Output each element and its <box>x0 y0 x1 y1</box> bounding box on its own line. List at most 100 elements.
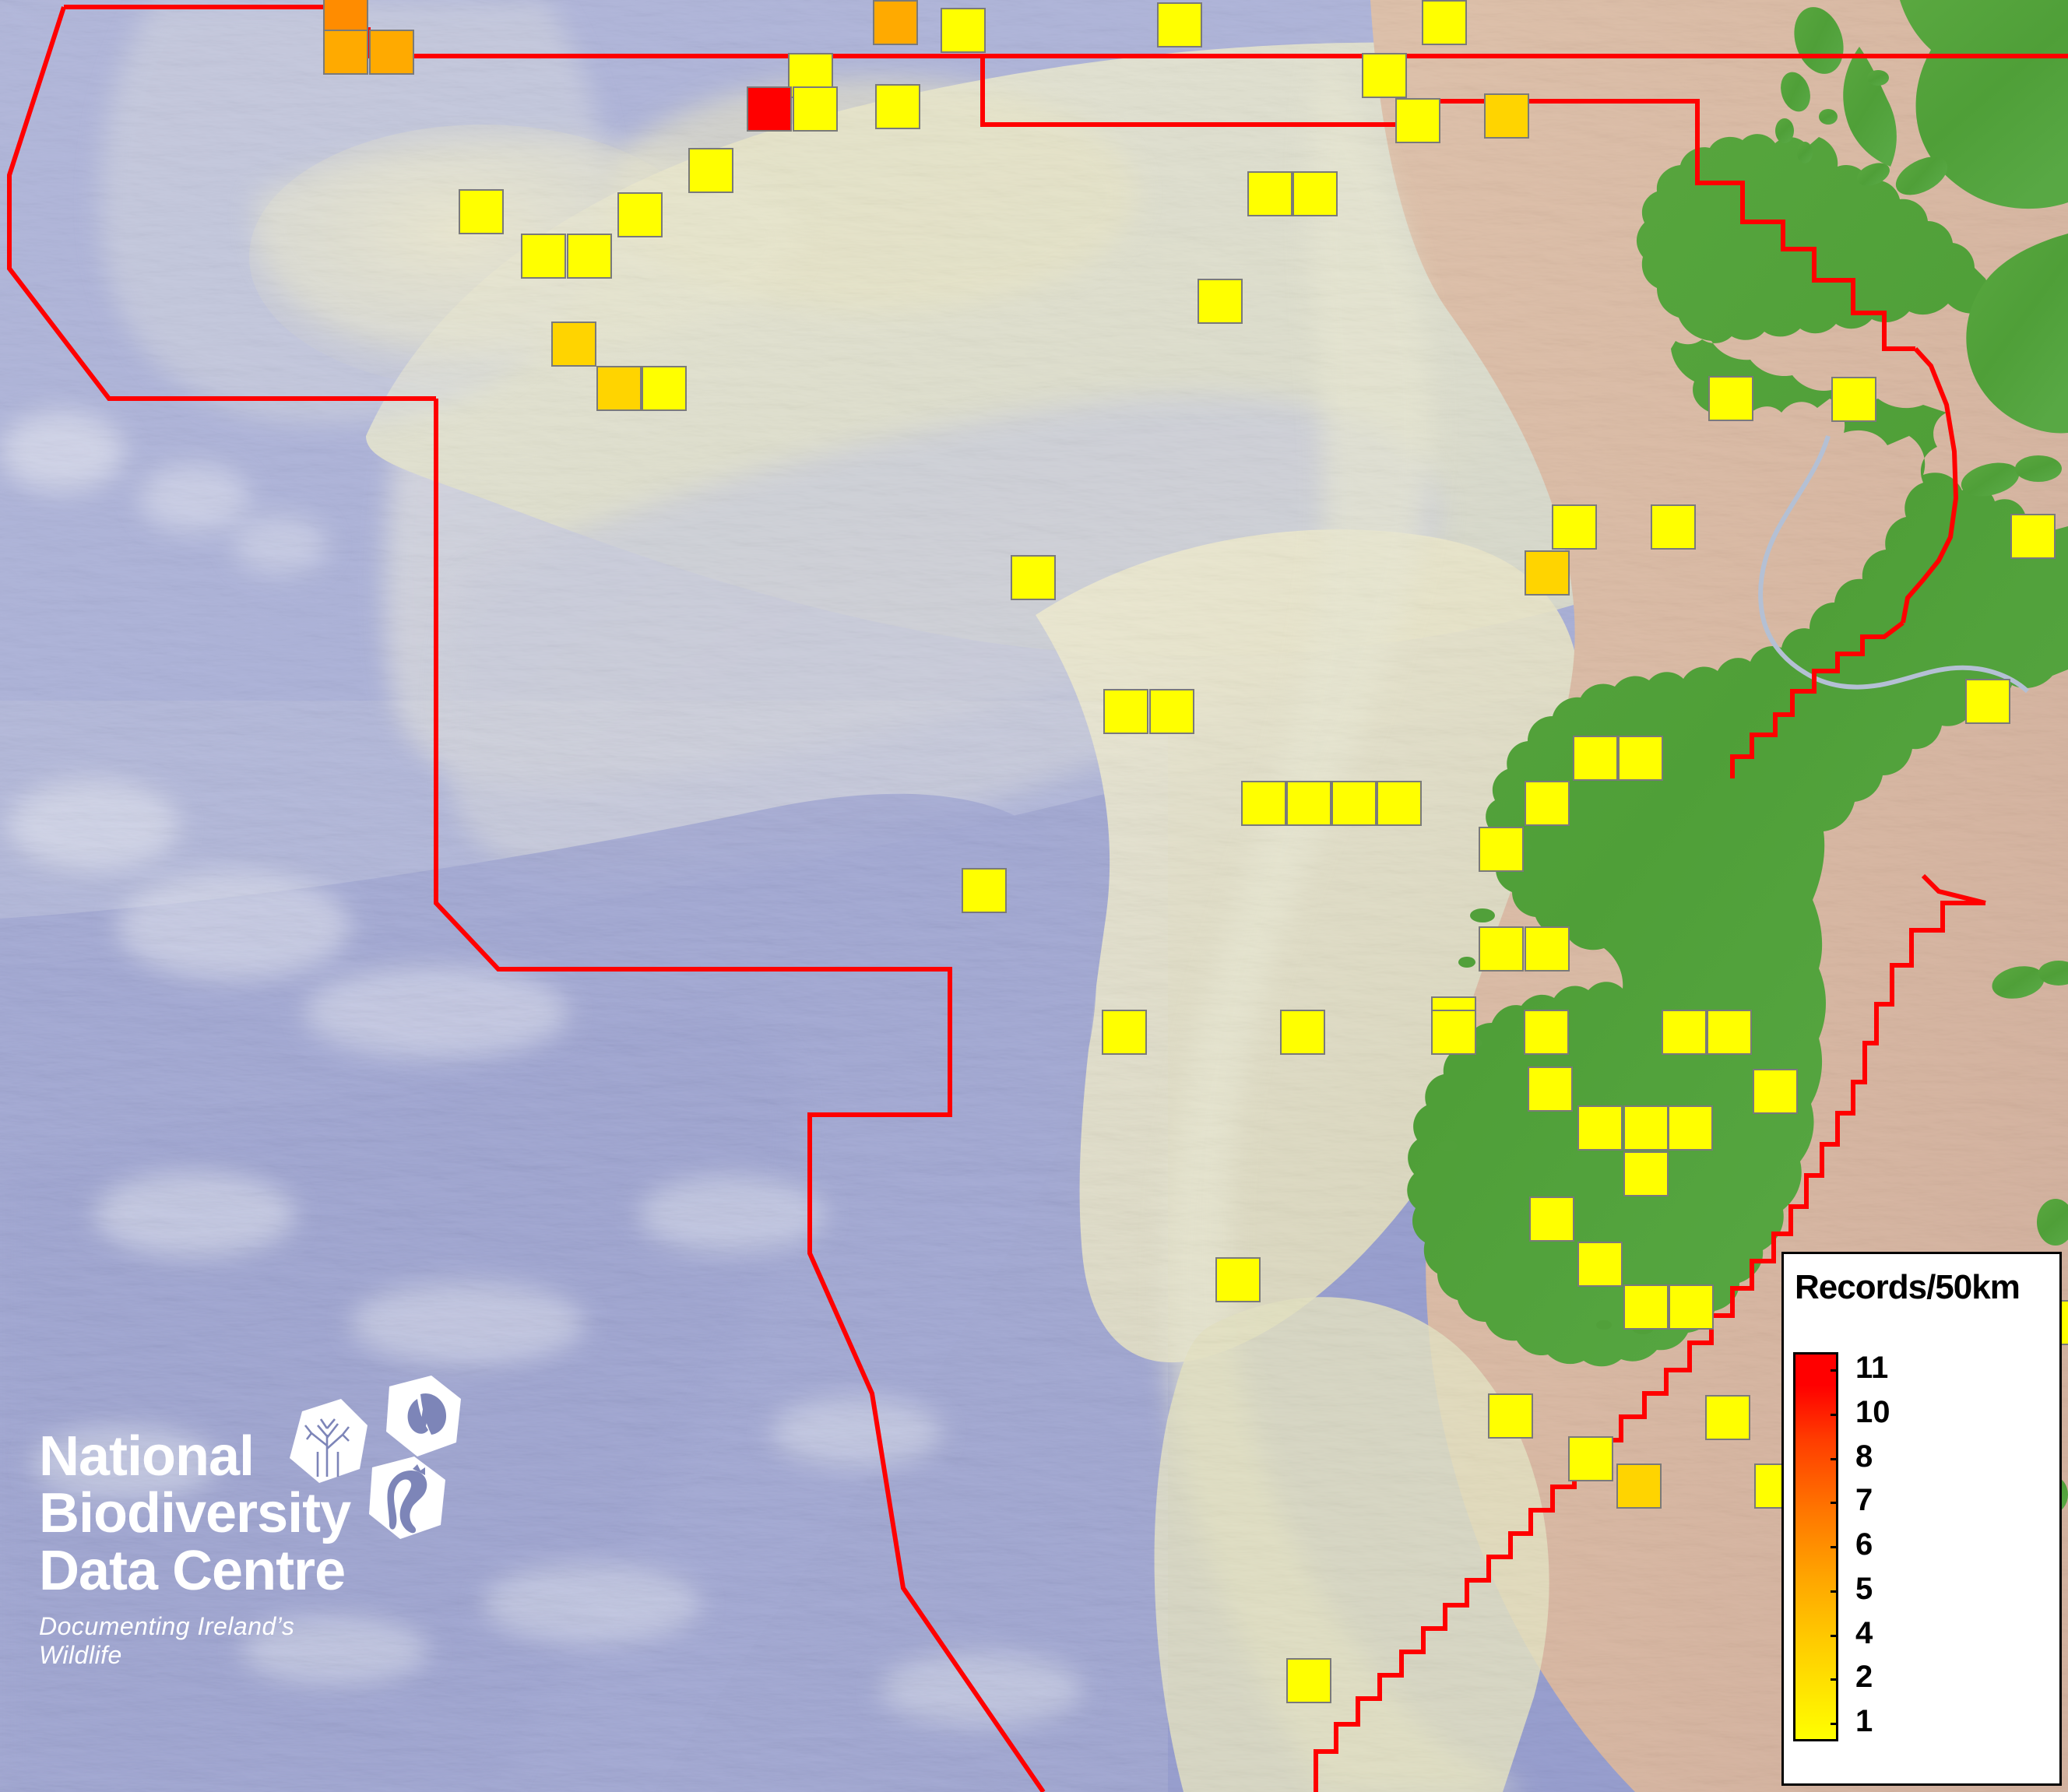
legend-tick <box>1831 1590 1838 1593</box>
record-cell <box>567 234 612 279</box>
record-cell <box>1528 1066 1573 1112</box>
record-cell <box>1247 171 1292 216</box>
eez-boundary-northeast <box>1901 346 1959 624</box>
legend-tick <box>1831 1634 1838 1637</box>
record-cell <box>1623 1151 1669 1196</box>
scotland-landmass <box>1775 0 2068 1513</box>
eez-boundary-ireland-east <box>1314 901 1985 1792</box>
record-cell <box>1707 1010 1752 1055</box>
legend-tick <box>1831 1369 1838 1372</box>
record-cell <box>1651 504 1696 550</box>
record-cell <box>1149 689 1194 734</box>
plant-branches-icon <box>304 1418 350 1477</box>
record-cell <box>551 322 596 367</box>
records-legend: Records/50km 11 10 8 7 6 5 4 2 1 <box>1781 1252 2062 1786</box>
legend-label: 5 <box>1855 1571 1873 1606</box>
butterfly-body-icon <box>407 1393 447 1435</box>
eez-boundary-north <box>980 56 1915 351</box>
record-cell <box>1525 781 1570 826</box>
legend-labels: 11 10 8 7 6 5 4 2 1 <box>1851 1352 2045 1741</box>
record-cell <box>323 30 368 75</box>
legend-tick <box>1831 1413 1838 1416</box>
legend-label: 6 <box>1855 1527 1873 1562</box>
logo-text: National Biodiversity Data Centre Docume… <box>39 1425 351 1670</box>
eez-boundary-ireland-northeast <box>1921 873 1986 905</box>
record-cell <box>1573 736 1618 781</box>
legend-label: 2 <box>1855 1660 1873 1695</box>
record-cell <box>1705 1395 1750 1440</box>
record-cell <box>747 86 792 132</box>
legend-label: 4 <box>1855 1615 1873 1650</box>
record-cell <box>688 148 733 193</box>
record-cell <box>1525 550 1570 596</box>
record-cell <box>1479 827 1524 872</box>
record-cell <box>1215 1257 1261 1302</box>
logo-line-3: Data Centre <box>39 1539 346 1602</box>
record-cell <box>875 84 920 129</box>
eez-boundary-southeast <box>1730 620 1904 778</box>
record-cell <box>1623 1284 1669 1330</box>
record-cell <box>1431 1010 1476 1055</box>
record-cell <box>1568 1436 1613 1481</box>
legend-label: 1 <box>1855 1704 1873 1738</box>
legend-label: 10 <box>1855 1394 1890 1429</box>
record-cell <box>369 30 414 75</box>
legend-ticks <box>1793 1352 1838 1741</box>
record-cell <box>1103 689 1148 734</box>
record-cell <box>1552 504 1597 550</box>
record-cell <box>1488 1393 1533 1439</box>
record-cell <box>1331 781 1377 826</box>
record-cell <box>1529 1196 1574 1242</box>
record-cell <box>521 234 566 279</box>
record-cell <box>1669 1284 1714 1330</box>
record-cell <box>1662 1010 1707 1055</box>
nbdc-logo: National Biodiversity Data Centre Docume… <box>39 1366 475 1755</box>
record-cell <box>1524 1010 1569 1055</box>
record-cell <box>1292 171 1338 216</box>
record-cell <box>459 189 504 234</box>
legend-tick <box>1831 1457 1838 1460</box>
plant-hex-icon <box>290 1399 368 1483</box>
record-cell <box>1422 0 1467 45</box>
record-cell <box>962 868 1007 913</box>
record-cell <box>1965 679 2010 724</box>
legend-label: 8 <box>1855 1439 1873 1474</box>
logo-tagline: Documenting Ireland’s Wildlife <box>39 1612 295 1670</box>
eez-boundary-northwest-diag <box>7 6 436 401</box>
record-cell <box>642 366 687 411</box>
record-cell <box>1280 1010 1325 1055</box>
record-cell <box>617 192 663 237</box>
record-cell <box>873 0 918 45</box>
record-cell <box>1831 377 1876 422</box>
legend-label: 7 <box>1855 1483 1873 1518</box>
record-cell <box>1157 2 1202 47</box>
legend-title: Records/50km <box>1795 1268 2021 1306</box>
record-cell <box>1753 1069 1798 1114</box>
legend-tick <box>1831 1723 1838 1725</box>
record-cell <box>1668 1105 1713 1151</box>
record-cell <box>1286 781 1331 826</box>
record-cell <box>596 366 642 411</box>
legend-tick <box>1831 1678 1838 1681</box>
legend-tick <box>1831 1502 1838 1505</box>
record-cell <box>1577 1242 1623 1287</box>
record-cell <box>1623 1105 1669 1151</box>
legend-label: 11 <box>1855 1351 1889 1385</box>
record-cell <box>1616 1463 1662 1509</box>
record-cell <box>1395 98 1440 143</box>
record-cell <box>1286 1658 1331 1703</box>
record-cell <box>793 86 838 132</box>
logo-line-1: National <box>39 1425 255 1488</box>
record-cell <box>1618 736 1663 781</box>
record-cell <box>2010 514 2056 559</box>
record-cell <box>1011 555 1056 600</box>
legend-tick <box>1831 1546 1838 1548</box>
record-cell <box>1708 376 1753 421</box>
record-cell <box>1102 1010 1147 1055</box>
northern-ireland-border <box>1758 435 2030 694</box>
logo-hex-icons <box>290 1376 461 1539</box>
record-cell <box>1362 53 1407 98</box>
eez-boundary-southwest <box>434 399 1046 1792</box>
